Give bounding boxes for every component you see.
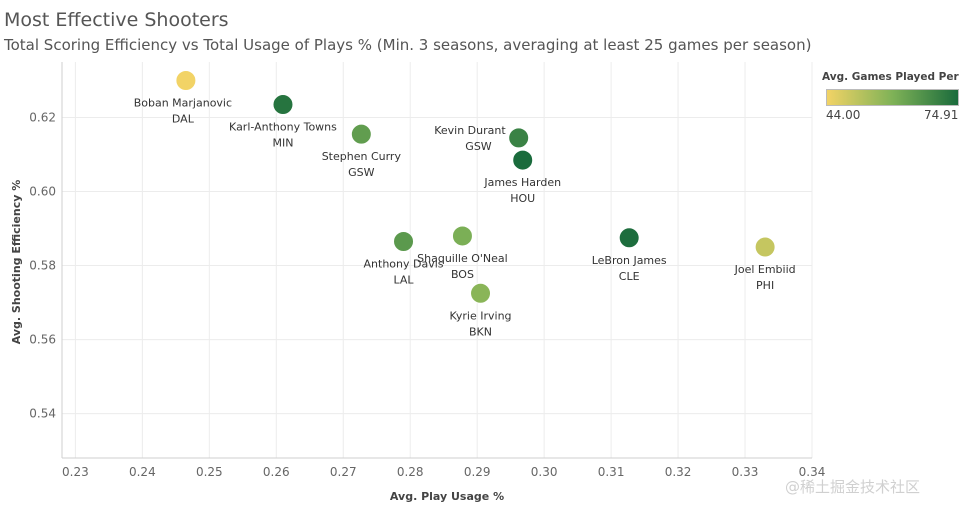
point-name-label: Kevin Durant	[434, 124, 506, 137]
x-tick-label: 0.23	[62, 465, 89, 479]
x-tick-label: 0.26	[263, 465, 290, 479]
point-team-label: CLE	[619, 270, 640, 283]
y-tick-label: 0.60	[29, 185, 56, 199]
y-tick-label: 0.58	[29, 259, 56, 273]
y-tick-label: 0.54	[29, 407, 56, 421]
point-name-label: Kyrie Irving	[449, 309, 511, 322]
point-name-label: Shaquille O'Neal	[417, 252, 508, 265]
point-team-label: MIN	[272, 137, 293, 150]
watermark: @稀土掘金技术社区	[785, 478, 921, 496]
legend-min-label: 44.00	[826, 108, 861, 122]
data-point	[272, 94, 294, 116]
point-team-label: PHI	[756, 279, 774, 292]
x-tick-label: 0.29	[464, 465, 491, 479]
point-name-label: Stephen Curry	[322, 150, 402, 163]
legend-max-label: 74.91	[924, 108, 959, 122]
y-axis-title: Avg. Shooting Efficiency %	[10, 180, 23, 345]
y-tick-label: 0.62	[29, 111, 56, 125]
data-point	[350, 123, 372, 145]
point-name-label: LeBron James	[592, 254, 667, 267]
data-point	[618, 227, 640, 249]
point-team-label: LAL	[393, 273, 414, 286]
x-tick-label: 0.30	[531, 465, 558, 479]
point-team-label: GSW	[348, 166, 375, 179]
y-tick-label: 0.56	[29, 333, 56, 347]
point-name-label: Karl-Anthony Towns	[229, 121, 337, 134]
x-tick-label: 0.25	[196, 465, 223, 479]
x-tick-label: 0.27	[330, 465, 357, 479]
x-tick-label: 0.24	[129, 465, 156, 479]
point-name-label: James Harden	[483, 176, 561, 189]
data-point	[393, 230, 415, 252]
point-team-label: HOU	[510, 192, 535, 205]
legend-title[interactable]: Avg. Games Played Per ...	[822, 71, 962, 83]
point-name-label: Joel Embiid	[734, 263, 796, 276]
point-name-label: Anthony Davis	[364, 257, 444, 270]
chart-subtitle: Total Scoring Efficiency vs Total Usage …	[4, 36, 812, 54]
axes: 0.23 0.24 0.25 0.26 0.27 0.28 0.29 0.30 0.31 0.32…	[29, 62, 825, 479]
data-point	[451, 225, 473, 247]
data-point	[508, 127, 530, 149]
point-name-label: Boban Marjanovic	[134, 97, 232, 110]
point-team-label: GSW	[465, 140, 492, 153]
gridlines	[62, 62, 813, 458]
point-team-label: BOS	[451, 268, 474, 281]
chart-title: Most Effective Shooters	[4, 9, 229, 31]
data-point	[512, 149, 534, 171]
data-point	[175, 70, 197, 92]
point-team-label: BKN	[469, 325, 492, 338]
point-team-label: DAL	[172, 113, 195, 126]
legend-color-ramp	[826, 89, 959, 106]
data-point	[754, 236, 776, 258]
data-points: Boban Marjanovic DAL Karl-Anthony Towns MIN…	[134, 70, 796, 338]
x-tick-label: 0.34	[799, 465, 826, 479]
x-axis-title: Avg. Play Usage %	[390, 490, 504, 503]
x-tick-label: 0.31	[598, 465, 625, 479]
x-tick-label: 0.33	[732, 465, 759, 479]
data-point	[470, 282, 492, 304]
x-tick-label: 0.28	[397, 465, 424, 479]
x-tick-label: 0.32	[665, 465, 692, 479]
